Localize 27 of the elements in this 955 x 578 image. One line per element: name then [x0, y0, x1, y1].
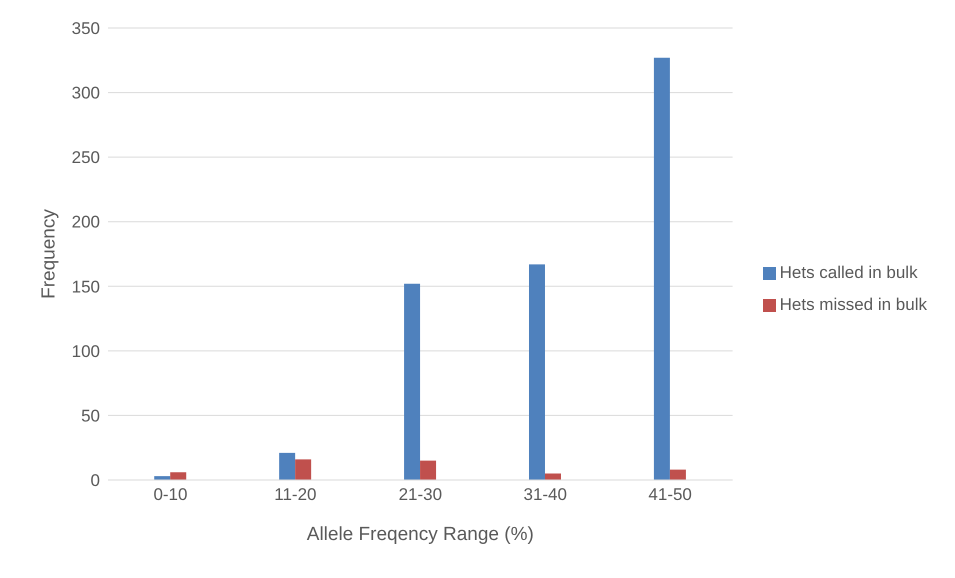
- x-tick-label: 21-30: [398, 485, 442, 504]
- y-tick-label: 200: [72, 212, 100, 232]
- legend-label: Hets missed in bulk: [780, 295, 927, 314]
- y-tick-label: 150: [72, 277, 100, 296]
- y-axis-title: Frequency: [38, 208, 60, 299]
- x-tick-label: 31-40: [523, 485, 567, 504]
- bar: [544, 474, 561, 480]
- bar: [295, 459, 312, 480]
- bar: [654, 58, 670, 480]
- y-tick-label: 100: [72, 342, 100, 361]
- bar: [670, 470, 686, 480]
- x-axis-title: Allele Freqency Range (%): [306, 524, 534, 545]
- bar: [404, 284, 420, 480]
- y-tick-label: 350: [72, 19, 100, 38]
- y-tick-label: 50: [81, 406, 100, 426]
- x-tick-label: 11-20: [274, 485, 316, 504]
- x-tick-label: 0-10: [153, 485, 188, 504]
- y-tick-label: 300: [72, 84, 100, 103]
- y-tick-label: 250: [72, 148, 100, 168]
- bar: [420, 460, 436, 480]
- legend-label: Hets called in bulk: [780, 263, 918, 282]
- bar: [154, 476, 170, 480]
- bar: [279, 452, 296, 480]
- bar: [528, 264, 545, 480]
- y-tick-label: 0: [90, 471, 100, 490]
- x-tick-label: 41-50: [648, 485, 692, 504]
- bar: [170, 472, 186, 480]
